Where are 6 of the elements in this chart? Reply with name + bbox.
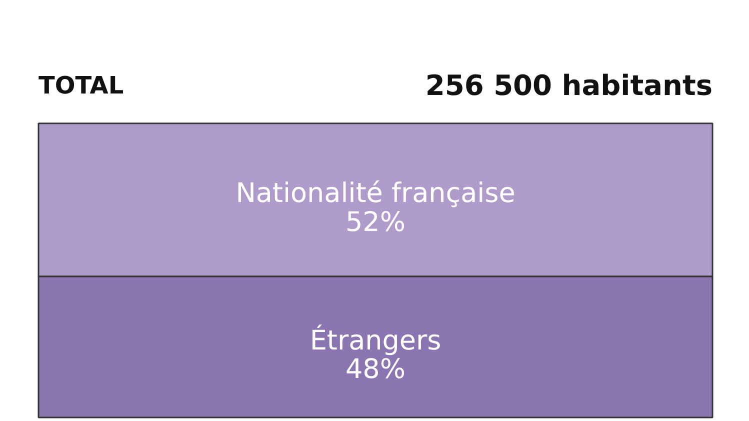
chart-title: TOTAL bbox=[38, 72, 124, 100]
series-label: Nationalité française bbox=[236, 178, 516, 210]
text: 256 500 habitants bbox=[425, 69, 712, 102]
data-label: 52% bbox=[345, 206, 406, 238]
data-label: 48% bbox=[345, 354, 406, 386]
series-label: Étrangers bbox=[310, 323, 442, 356]
